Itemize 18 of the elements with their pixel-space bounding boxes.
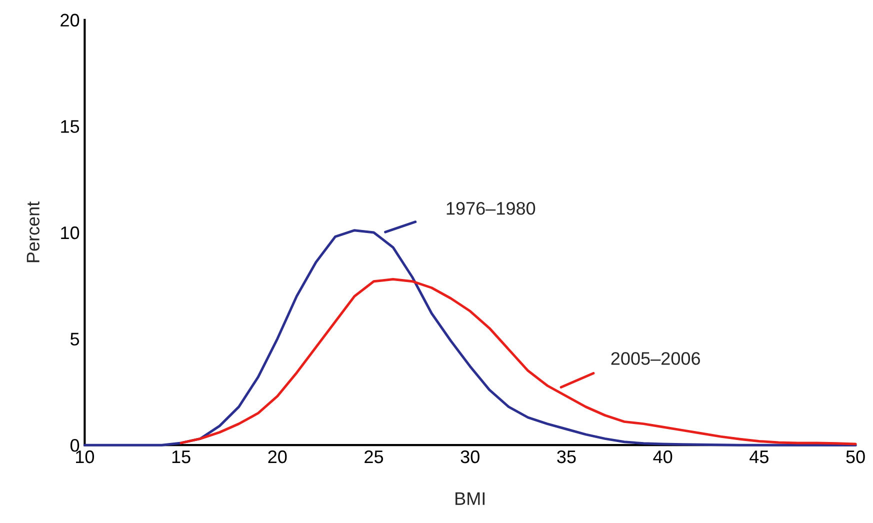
x-tick-label: 20 [268,450,287,464]
x-tick-label: 45 [750,450,768,464]
y-tick-label: 15 [61,120,80,133]
x-tick-label: 25 [364,450,384,464]
x-tick-label: 35 [557,450,576,464]
line-series [180,278,857,446]
x-tick-label: 40 [653,450,672,464]
y-axis-title: Percent [26,201,40,262]
annotation: 1976–1980 [446,202,536,215]
y-tick-label: 0 [70,439,80,452]
x-tick-label: 30 [460,450,480,464]
y-tick-label: 10 [61,226,80,240]
x-axis-title: BMI [456,492,484,505]
x-tick-label: 15 [172,450,190,464]
y-tick-label: 20 [60,14,80,27]
annotation: 2005–2006 [611,352,700,365]
y-tick-label: 5 [70,332,80,346]
x-tick-label: 50 [846,450,865,464]
